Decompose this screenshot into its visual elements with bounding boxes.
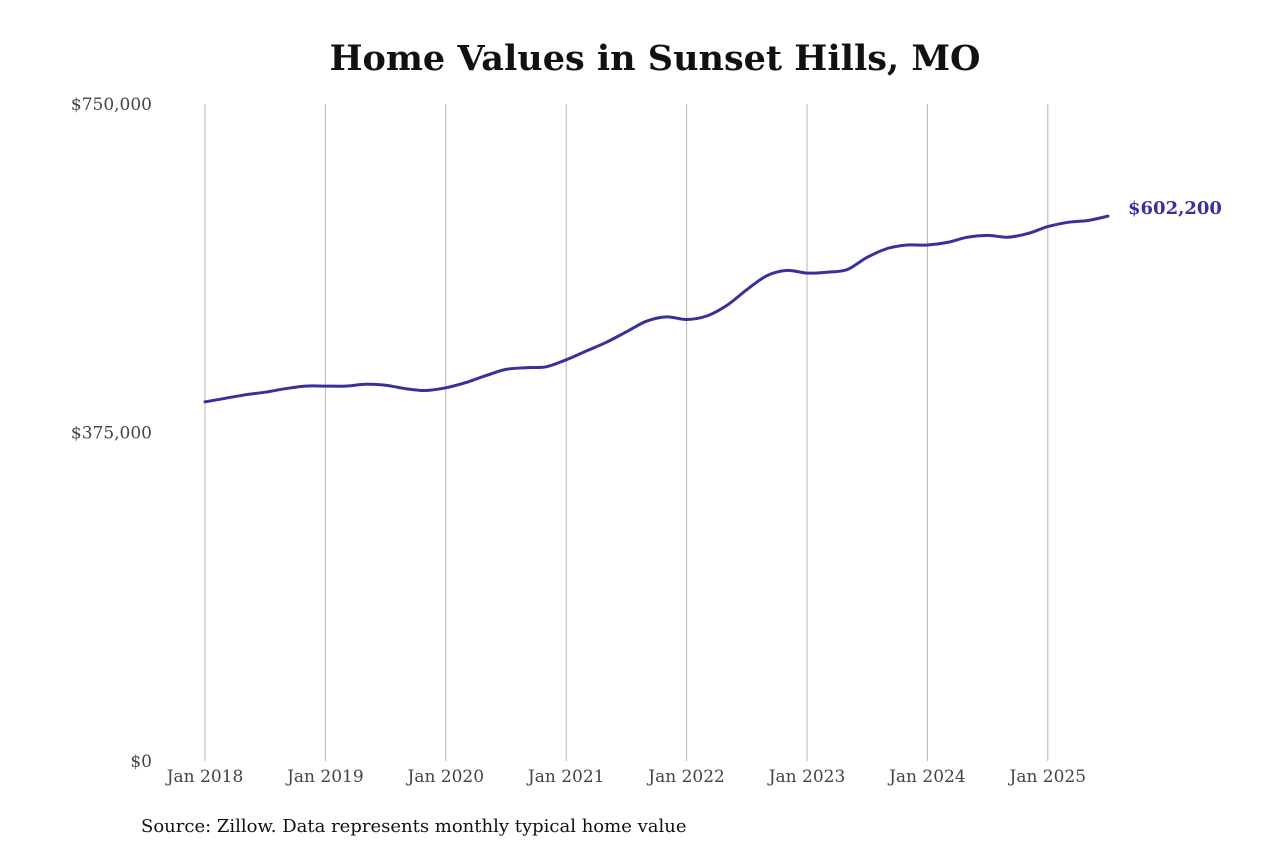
y-axis-tick-labels: $750,000 $375,000 $0 [71,95,152,772]
chart-title: Home Values in Sunset Hills, MO [329,38,981,79]
x-tick-label: Jan 2023 [767,767,846,787]
x-tick-label: Jan 2021 [526,767,605,787]
x-axis-tick-labels: Jan 2018 Jan 2019 Jan 2020 Jan 2021 Jan 2022… [165,767,1086,787]
series-layer: $602,200 [203,198,1222,404]
source-note: Source: Zillow. Data represents monthly … [141,816,687,837]
y-tick-label: $0 [130,752,152,772]
gridlines [204,104,1049,761]
x-tick-label: Jan 2024 [887,767,966,787]
home-value-line [203,214,1110,404]
x-tick-label: Jan 2025 [1008,767,1087,787]
end-value-label: $602,200 [1128,198,1222,219]
x-tick-label: Jan 2020 [406,767,485,787]
y-tick-label: $375,000 [71,424,152,444]
x-tick-label: Jan 2018 [165,767,244,787]
x-tick-label: Jan 2022 [646,767,725,787]
x-tick-label: Jan 2019 [285,767,364,787]
y-tick-label: $750,000 [71,95,152,115]
